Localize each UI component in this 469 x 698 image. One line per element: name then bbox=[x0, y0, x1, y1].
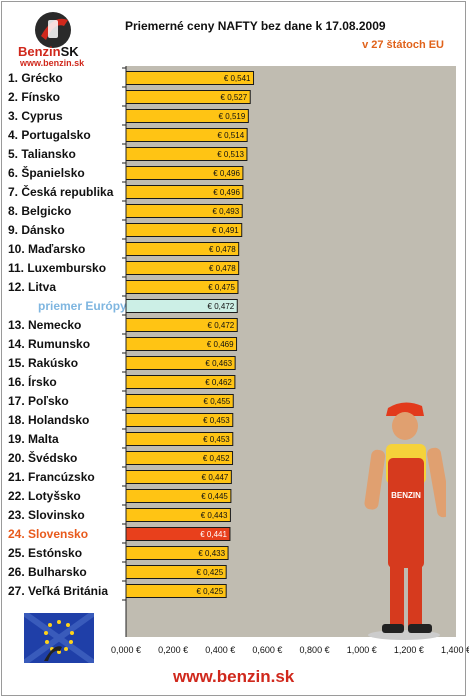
x-tick-label: 0,000 € bbox=[111, 645, 141, 655]
footer-url: www.benzin.sk bbox=[173, 667, 295, 686]
value-label: € 0,443 bbox=[201, 511, 228, 520]
category-label: 19. Malta bbox=[8, 432, 59, 446]
svg-text:BENZIN: BENZIN bbox=[391, 491, 421, 500]
mechanic-figure-icon: BENZIN bbox=[364, 402, 446, 640]
category-label: 2. Fínsko bbox=[8, 90, 60, 104]
category-label: 6. Španielsko bbox=[8, 165, 85, 180]
category-label: 22. Lotyšsko bbox=[8, 489, 81, 503]
value-label: € 0,493 bbox=[213, 207, 240, 216]
value-label: € 0,441 bbox=[200, 530, 227, 539]
value-label: € 0,472 bbox=[208, 321, 235, 330]
category-label: 11. Luxembursko bbox=[8, 261, 106, 275]
value-label: € 0,472 bbox=[208, 302, 235, 311]
category-label: 13. Nemecko bbox=[8, 318, 81, 332]
category-label: 15. Rakúsko bbox=[8, 356, 78, 370]
category-label: 8. Belgicko bbox=[8, 204, 71, 218]
value-label: € 0,491 bbox=[212, 226, 239, 235]
category-label: priemer Európy bbox=[38, 299, 127, 313]
value-label: € 0,425 bbox=[196, 568, 223, 577]
x-tick-label: 0,200 € bbox=[158, 645, 188, 655]
x-tick-label: 1,000 € bbox=[347, 645, 377, 655]
category-label: 16. Írsko bbox=[8, 374, 57, 389]
category-label: 27. Veľká Británia bbox=[8, 584, 108, 598]
value-label: € 0,527 bbox=[221, 93, 248, 102]
value-label: € 0,496 bbox=[213, 188, 240, 197]
category-label: 23. Slovinsko bbox=[8, 508, 85, 522]
value-label: € 0,496 bbox=[213, 169, 240, 178]
category-label: 3. Cyprus bbox=[8, 109, 63, 123]
category-label: 21. Francúzsko bbox=[8, 470, 95, 484]
x-tick-label: 1,400 € bbox=[441, 645, 469, 655]
value-label: € 0,462 bbox=[205, 378, 232, 387]
category-label: 1. Grécko bbox=[8, 71, 63, 85]
value-label: € 0,447 bbox=[202, 473, 229, 482]
category-label: 14. Rumunsko bbox=[8, 337, 90, 351]
category-label: 4. Portugalsko bbox=[8, 128, 91, 142]
value-label: € 0,425 bbox=[196, 587, 223, 596]
category-label: 7. Česká republika bbox=[8, 184, 114, 199]
x-tick-label: 0,800 € bbox=[300, 645, 330, 655]
value-label: € 0,478 bbox=[209, 245, 236, 254]
chart-subtitle: v 27 štátoch EU bbox=[362, 39, 444, 51]
category-label: 12. Litva bbox=[8, 280, 56, 294]
value-label: € 0,445 bbox=[201, 492, 228, 501]
value-label: € 0,433 bbox=[198, 549, 225, 558]
category-label: 20. Švédsko bbox=[8, 450, 77, 465]
value-label: € 0,453 bbox=[203, 435, 230, 444]
value-label: € 0,519 bbox=[219, 112, 246, 121]
category-label: 26. Bulharsko bbox=[8, 565, 87, 579]
logo-brand-suffix: SK bbox=[60, 44, 79, 59]
category-label: 10. Maďarsko bbox=[8, 242, 85, 256]
value-label: € 0,478 bbox=[209, 264, 236, 273]
chart-title: Priemerné ceny NAFTY bez dane k 17.08.20… bbox=[125, 19, 386, 33]
value-label: € 0,453 bbox=[203, 416, 230, 425]
value-label: € 0,513 bbox=[217, 150, 244, 159]
category-label: 17. Poľsko bbox=[8, 394, 69, 408]
value-label: € 0,452 bbox=[203, 454, 230, 463]
value-label: € 0,455 bbox=[204, 397, 231, 406]
value-label: € 0,475 bbox=[208, 283, 235, 292]
eu-flag-icon bbox=[24, 613, 94, 663]
category-label: 24. Slovensko bbox=[8, 527, 88, 541]
x-tick-label: 0,600 € bbox=[252, 645, 282, 655]
benzin-logo-icon bbox=[35, 12, 71, 48]
value-label: € 0,514 bbox=[217, 131, 244, 140]
x-tick-label: 1,200 € bbox=[394, 645, 424, 655]
x-tick-label: 0,400 € bbox=[205, 645, 235, 655]
category-label: 25. Estónsko bbox=[8, 546, 82, 560]
value-label: € 0,469 bbox=[207, 340, 234, 349]
category-label: 9. Dánsko bbox=[8, 223, 65, 237]
category-label: 5. Taliansko bbox=[8, 147, 76, 161]
logo-brand-text: BenzinSK bbox=[18, 44, 79, 59]
category-label: 18. Holandsko bbox=[8, 413, 89, 427]
value-label: € 0,541 bbox=[224, 74, 251, 83]
logo-url: www.benzin.sk bbox=[20, 58, 85, 68]
value-label: € 0,463 bbox=[205, 359, 232, 368]
